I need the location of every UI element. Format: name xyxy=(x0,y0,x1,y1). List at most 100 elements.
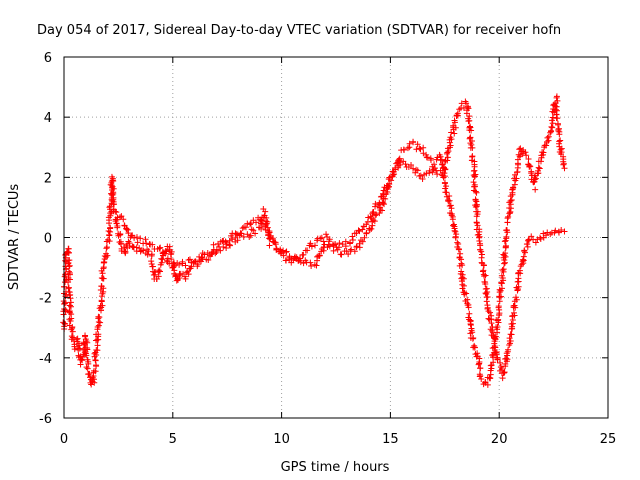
data-point xyxy=(242,224,249,231)
data-point xyxy=(417,172,424,179)
data-point xyxy=(540,149,547,156)
data-point xyxy=(356,240,363,247)
data-point xyxy=(554,120,561,127)
data-point xyxy=(95,331,102,338)
data-point xyxy=(117,231,124,238)
data-point xyxy=(75,346,82,353)
data-point xyxy=(272,239,279,246)
data-point xyxy=(397,159,404,166)
axis-tick-labels: 0 5 10 15 20 25 -6 -4 -2 0 2 4 6 xyxy=(39,51,616,447)
data-point xyxy=(66,257,73,264)
data-point xyxy=(498,272,505,279)
data-point xyxy=(226,237,233,244)
data-point xyxy=(419,176,426,183)
data-point xyxy=(452,234,459,241)
data-point xyxy=(506,337,513,344)
data-point xyxy=(414,167,421,174)
data-point xyxy=(557,137,564,144)
data-point xyxy=(283,248,290,255)
y-tick-label: -2 xyxy=(39,292,52,307)
x-tick-label: 5 xyxy=(169,432,177,447)
data-point xyxy=(316,252,323,259)
data-point xyxy=(65,268,72,275)
data-point xyxy=(508,331,515,338)
data-point xyxy=(555,127,562,134)
data-point xyxy=(262,226,269,233)
data-point xyxy=(449,216,456,223)
data-point xyxy=(86,370,93,377)
data-point xyxy=(442,166,449,173)
data-point xyxy=(122,248,129,255)
data-point xyxy=(455,241,462,248)
data-point xyxy=(106,232,113,239)
data-point xyxy=(114,224,121,231)
data-point xyxy=(361,234,368,241)
data-point xyxy=(549,124,556,131)
x-tick-label: 0 xyxy=(60,432,68,447)
data-point xyxy=(185,256,192,263)
data-point xyxy=(537,235,544,242)
data-point xyxy=(121,248,128,255)
data-point xyxy=(370,208,377,215)
data-point xyxy=(143,240,150,247)
data-point xyxy=(451,119,458,126)
data-point xyxy=(532,239,539,246)
data-point xyxy=(469,329,476,336)
data-point xyxy=(176,272,183,279)
data-point xyxy=(188,259,195,266)
data-point xyxy=(484,381,491,388)
data-point xyxy=(318,234,325,241)
data-point xyxy=(514,278,521,285)
data-point xyxy=(526,162,533,169)
data-point xyxy=(443,183,450,190)
y-tick-label: 6 xyxy=(44,51,52,66)
data-point xyxy=(371,218,378,225)
data-point xyxy=(179,258,186,265)
data-point xyxy=(494,356,501,363)
data-point xyxy=(467,134,474,141)
y-tick-label: -6 xyxy=(39,412,52,427)
data-point xyxy=(487,362,494,369)
data-point xyxy=(351,248,358,255)
data-point xyxy=(476,360,483,367)
data-series xyxy=(60,93,568,388)
data-point xyxy=(258,225,265,232)
data-point xyxy=(501,260,508,267)
data-point xyxy=(69,328,76,335)
data-point xyxy=(98,283,105,290)
data-point xyxy=(494,323,501,330)
data-point xyxy=(476,226,483,233)
data-point xyxy=(149,263,156,270)
data-point xyxy=(502,242,509,249)
data-point xyxy=(373,211,380,218)
data-point xyxy=(113,209,120,216)
data-point xyxy=(106,204,113,211)
data-point xyxy=(478,375,485,382)
data-point xyxy=(504,348,511,355)
data-point xyxy=(66,288,73,295)
data-point xyxy=(503,355,510,362)
data-point xyxy=(408,162,415,169)
data-point xyxy=(522,149,529,156)
data-point xyxy=(137,248,144,255)
data-point xyxy=(445,198,452,205)
data-point xyxy=(192,258,199,265)
data-point xyxy=(345,251,352,258)
data-point xyxy=(125,230,132,237)
data-point xyxy=(509,323,516,330)
data-point xyxy=(532,186,539,193)
data-point xyxy=(553,103,560,110)
data-point xyxy=(184,268,191,275)
data-point xyxy=(234,231,241,238)
x-tick-label: 10 xyxy=(273,432,290,447)
data-point xyxy=(92,368,99,375)
data-point xyxy=(300,251,307,258)
data-point xyxy=(117,214,124,221)
data-point xyxy=(222,238,229,245)
data-point xyxy=(107,203,114,210)
data-point xyxy=(406,140,413,147)
data-point xyxy=(517,270,524,277)
data-point xyxy=(338,251,345,258)
data-point xyxy=(79,357,86,364)
data-point xyxy=(430,166,437,173)
